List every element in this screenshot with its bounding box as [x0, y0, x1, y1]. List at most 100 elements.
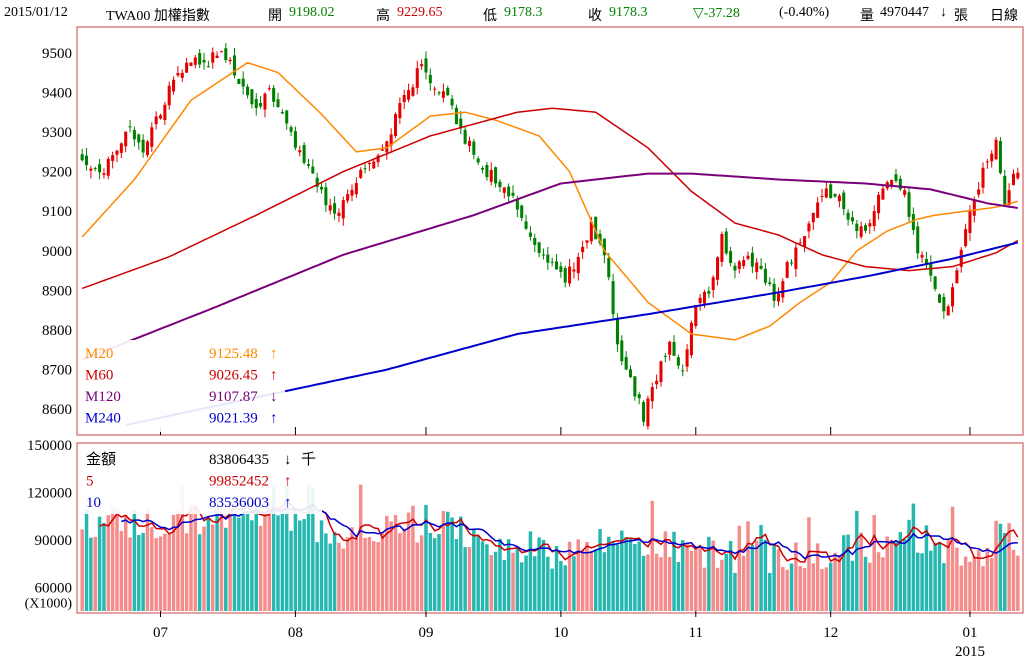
volume-legend: 金額 83806435 ↓ 千 5 99852452 ↑ 10 83536003 ↑	[80, 446, 322, 514]
volume-bar	[154, 538, 158, 611]
volume-bar	[593, 549, 598, 611]
candle-body	[359, 169, 363, 178]
candle-body	[811, 212, 815, 223]
volume-bar	[328, 543, 332, 611]
candle-body	[285, 110, 289, 124]
candle-body	[689, 322, 693, 356]
candle-body	[746, 255, 750, 259]
volume-bar	[180, 486, 185, 611]
volume-bar	[502, 560, 507, 611]
price-legend-arrow: ↑	[270, 346, 278, 362]
candle-body	[520, 205, 524, 218]
volume-bar	[1011, 549, 1016, 611]
volume-legend-name: 5	[86, 474, 94, 490]
volume-bar	[1007, 523, 1011, 611]
volume-bar	[833, 552, 837, 611]
volume-bar	[576, 539, 581, 611]
volume-bar	[354, 538, 359, 611]
candle-body	[933, 276, 937, 289]
candle-body	[502, 187, 506, 193]
price-legend-value: 9107.87	[209, 389, 258, 405]
volume-bars	[80, 484, 1020, 611]
volume-bar	[572, 556, 576, 611]
candle-body	[320, 186, 324, 190]
candle-body	[485, 164, 489, 178]
volume-legend-name: 10	[86, 495, 101, 511]
volume-bar	[311, 486, 315, 611]
candle-body	[337, 212, 341, 217]
candle-body	[158, 115, 163, 119]
volume-bar	[794, 542, 798, 611]
candle-body	[951, 287, 955, 307]
volume-bar	[506, 539, 511, 611]
candle-body	[498, 181, 502, 188]
volume-bar	[680, 540, 685, 611]
volume-bar	[232, 496, 237, 611]
volume-legend-arrow: ↓	[284, 452, 292, 468]
price-legend-name: M60	[85, 368, 113, 384]
candle-body	[267, 88, 271, 90]
candle-body	[411, 87, 415, 96]
volume-bar	[763, 539, 768, 611]
candle-body	[193, 57, 197, 65]
volume-bar	[924, 525, 929, 611]
candle-body	[132, 129, 136, 140]
volume-bar	[567, 541, 572, 611]
candle-body	[145, 141, 149, 156]
volume-bar	[84, 509, 89, 611]
low-label: 低	[483, 9, 497, 24]
candle-body	[80, 154, 84, 161]
price-tick-label: 9400	[42, 85, 72, 101]
candle-body	[916, 226, 920, 254]
candle-body	[602, 238, 606, 256]
volume-bar	[889, 542, 894, 611]
candle-body	[372, 161, 376, 169]
volume-bar	[602, 552, 607, 611]
volume-bar	[332, 531, 337, 611]
candle-body	[790, 262, 794, 264]
candle-body	[276, 99, 280, 108]
price-tick-label: 9100	[42, 204, 72, 220]
candle-body	[668, 341, 672, 355]
candle-body	[607, 258, 611, 278]
candle-body	[994, 139, 998, 160]
candle-body	[555, 261, 559, 270]
volume-bar	[385, 515, 389, 611]
candle-body	[964, 229, 968, 247]
candle-body	[863, 225, 868, 231]
volume-bar	[228, 498, 232, 611]
candle-body	[398, 103, 402, 119]
candle-body	[589, 221, 593, 242]
volume-bar	[741, 555, 746, 611]
volume-bar	[258, 525, 263, 611]
volume-bar	[289, 530, 293, 611]
volume-bar	[541, 539, 546, 611]
volume-bar	[663, 531, 668, 611]
close-value: 9178.3	[609, 5, 648, 20]
candle-body	[716, 257, 720, 280]
candle-body	[594, 216, 598, 240]
candle-body	[450, 98, 454, 106]
volume-bar	[380, 531, 385, 611]
candle-body	[311, 166, 315, 174]
volume-bar	[859, 532, 863, 611]
volume-value: 4970447	[880, 5, 929, 20]
candlesticks	[80, 43, 1020, 430]
candle-body	[798, 242, 802, 244]
volume-bar	[976, 550, 981, 611]
moving-average-lines	[81, 61, 1019, 427]
candle-body	[111, 155, 115, 161]
volume-bar	[654, 553, 659, 611]
candle-body	[1003, 175, 1007, 206]
volume-bar	[546, 556, 550, 611]
candle-body	[476, 158, 480, 163]
volume-bar	[685, 543, 689, 611]
volume-bar	[824, 567, 829, 611]
volume-bar	[754, 540, 759, 611]
volume-bar	[750, 545, 755, 611]
candle-body	[750, 252, 754, 267]
price-legend-name: M240	[85, 411, 121, 427]
volume-legend-arrow: ↑	[284, 495, 292, 511]
volume-bar	[511, 552, 515, 611]
